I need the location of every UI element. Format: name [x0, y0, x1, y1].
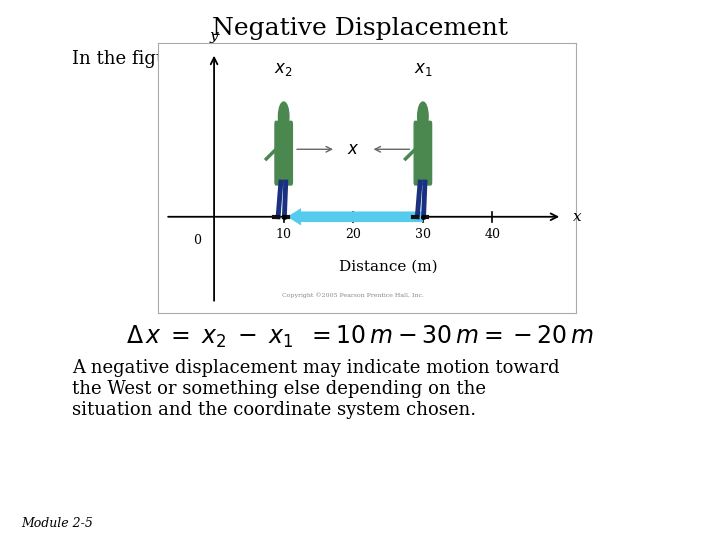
FancyArrow shape — [287, 208, 423, 226]
FancyBboxPatch shape — [414, 122, 431, 185]
Circle shape — [279, 102, 289, 131]
FancyBboxPatch shape — [275, 122, 292, 185]
Circle shape — [418, 102, 428, 131]
Text: $\Delta\, x\; =\; x_2\; -\; x_1\;\; =10\,m-30\,m=-20\,m$: $\Delta\, x\; =\; x_2\; -\; x_1\;\; =10\… — [126, 324, 594, 350]
Text: $x$: $x$ — [347, 141, 359, 158]
Text: 20: 20 — [346, 228, 361, 241]
Text: Module 2-5: Module 2-5 — [22, 517, 94, 530]
Text: Distance (m): Distance (m) — [339, 259, 437, 273]
Text: In the figure below the displacement is negative.: In the figure below the displacement is … — [72, 50, 521, 68]
Text: 40: 40 — [485, 228, 500, 241]
Text: Copyright ©2005 Pearson Prentice Hall, Inc.: Copyright ©2005 Pearson Prentice Hall, I… — [282, 292, 424, 298]
Text: 10: 10 — [276, 228, 292, 241]
Text: Negative Displacement: Negative Displacement — [212, 17, 508, 40]
Text: y: y — [210, 29, 218, 43]
Text: $x_2$: $x_2$ — [274, 61, 293, 78]
Text: $x_1$: $x_1$ — [413, 61, 432, 78]
Text: 0: 0 — [193, 234, 201, 247]
Text: 30: 30 — [415, 228, 431, 241]
Text: A negative displacement may indicate motion toward
the West or something else de: A negative displacement may indicate mot… — [72, 359, 559, 418]
Text: x: x — [572, 210, 581, 224]
